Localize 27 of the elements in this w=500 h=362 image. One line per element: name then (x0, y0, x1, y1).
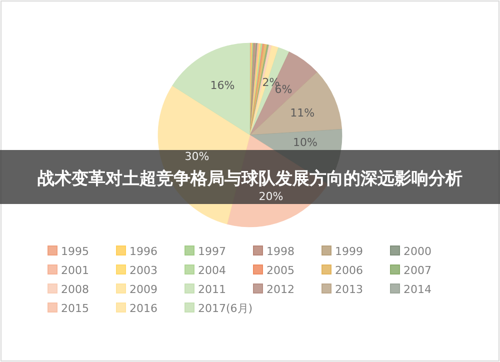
legend-label: 2003 (130, 264, 158, 277)
legend-label: 2005 (266, 264, 294, 277)
legend-label: 2017(6月) (198, 302, 253, 315)
legend-label: 2015 (61, 302, 89, 315)
legend-label: 2009 (130, 283, 158, 296)
legend-label: 2011 (198, 283, 226, 296)
legend-label: 2008 (61, 283, 89, 296)
legend-label: 2000 (404, 245, 432, 258)
legend-label: 1998 (266, 245, 294, 258)
legend-label: 2013 (335, 283, 363, 296)
data-label: 30% (184, 150, 210, 163)
legend-label: 1997 (198, 245, 226, 258)
legend-label: 1999 (335, 245, 363, 258)
legend-label: 1995 (61, 245, 89, 258)
legend-label: 2014 (404, 283, 432, 296)
data-label: 11% (290, 106, 315, 120)
legend-label: 2004 (198, 264, 226, 277)
legend-label: 2016 (130, 302, 158, 315)
data-label: 16% (210, 79, 235, 92)
legend-label: 1996 (130, 245, 158, 258)
text: 战术变革对土超竞争格局与球队发展方向的深远影响分析 (38, 169, 462, 189)
legend-label: 2001 (61, 264, 89, 277)
legend-label: 2007 (404, 264, 432, 277)
legend-label: 2012 (266, 283, 294, 296)
data-label: 10% (293, 136, 318, 149)
data-label: 20% (258, 190, 284, 203)
legend-label: 2006 (335, 264, 363, 277)
